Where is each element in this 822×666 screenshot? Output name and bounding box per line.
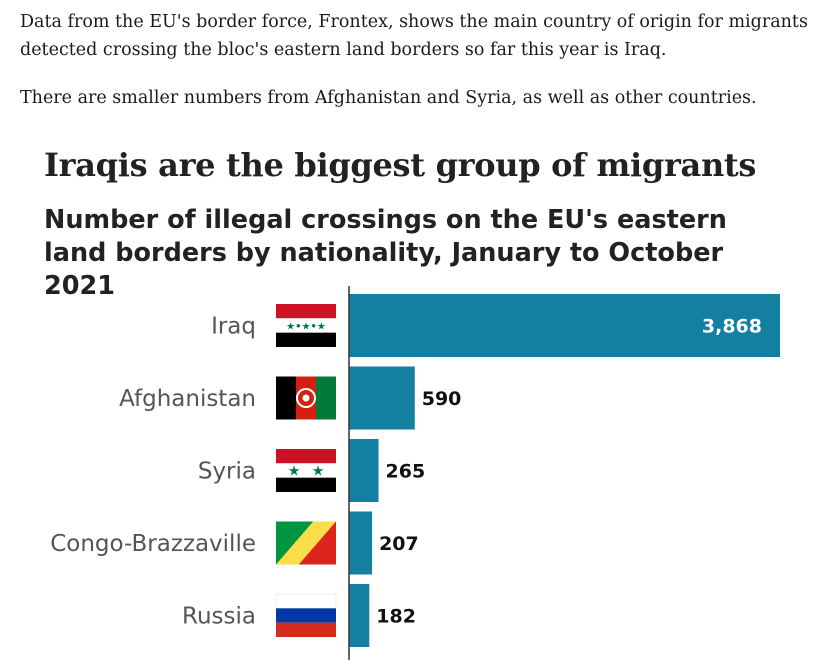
- afghanistan-flag-icon: [276, 376, 336, 420]
- value-label: 207: [379, 533, 419, 555]
- svg-text:★: ★: [312, 464, 325, 480]
- value-label: 590: [422, 388, 462, 410]
- bar-congo-brazzaville: [349, 511, 373, 575]
- bar-iraq: [349, 294, 780, 357]
- svg-text:★: ★: [288, 464, 301, 480]
- svg-text:★•★•★: ★•★•★: [286, 322, 326, 333]
- category-label: Afghanistan: [119, 386, 256, 412]
- chart-subtitle: Number of illegal crossings on the EU's …: [44, 205, 727, 301]
- bar-afghanistan: [349, 366, 415, 430]
- category-label: Congo-Brazzaville: [50, 531, 256, 557]
- chart-title: Iraqis are the biggest group of migrants: [44, 146, 757, 184]
- bar-syria: [349, 439, 379, 502]
- value-label: 3,868: [702, 316, 762, 338]
- context-paragraph: There are smaller numbers from Afghanist…: [20, 88, 757, 108]
- intro-paragraph: Data from the EU's border force, Frontex…: [20, 12, 808, 60]
- congo-brazzaville-flag-icon: [276, 521, 336, 565]
- category-label: Iraq: [211, 314, 256, 340]
- value-label: 182: [376, 606, 416, 628]
- iraq-flag-icon: ★•★•★: [276, 304, 336, 347]
- syria-flag-icon: ★ ★: [276, 449, 336, 492]
- category-label: Russia: [182, 604, 256, 630]
- bar-russia: [349, 584, 370, 647]
- category-label: Syria: [198, 459, 256, 485]
- russia-flag-icon: [275, 593, 337, 637]
- value-label: 265: [386, 461, 426, 483]
